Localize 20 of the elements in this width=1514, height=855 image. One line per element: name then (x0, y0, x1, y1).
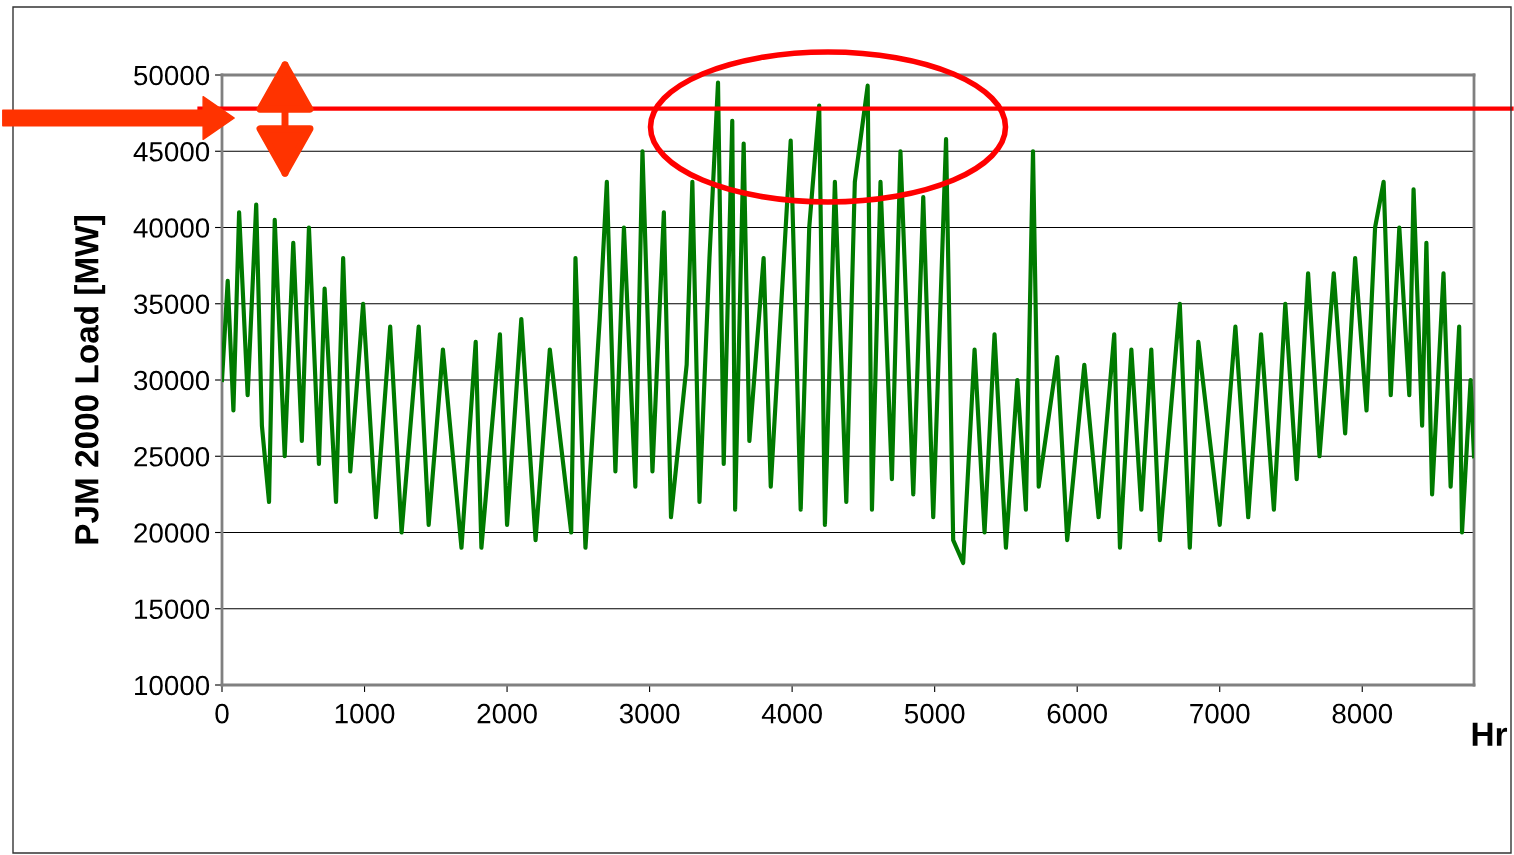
x-tick-label: 4000 (761, 703, 822, 724)
y-tick-label: 50000 (134, 65, 210, 86)
x-tick-label: 0 (215, 703, 229, 724)
y-tick-label: 20000 (134, 523, 210, 543)
x-tick-label: 6000 (1047, 703, 1108, 724)
x-tick-label: 7000 (1190, 703, 1250, 724)
x-axis-title: Hr (1472, 722, 1508, 746)
y-tick-label: 30000 (134, 370, 210, 391)
x-tick-label: 3000 (619, 703, 680, 724)
y-tick-label: 25000 (134, 446, 210, 467)
y-tick-label: 10000 (135, 675, 210, 696)
x-tick-label: 1000 (335, 703, 395, 724)
y-axis-title: PJM 2000 Load [MW] (74, 216, 106, 544)
y-tick-label: 35000 (134, 294, 210, 315)
y-tick-label: 15000 (135, 599, 210, 620)
x-tick-label: 8000 (1332, 703, 1393, 724)
x-tick-label: 5000 (904, 703, 965, 724)
x-tick-label: 2000 (477, 703, 537, 724)
y-tick-label: 40000 (133, 218, 210, 238)
y-tick-label: 45000 (133, 141, 210, 162)
